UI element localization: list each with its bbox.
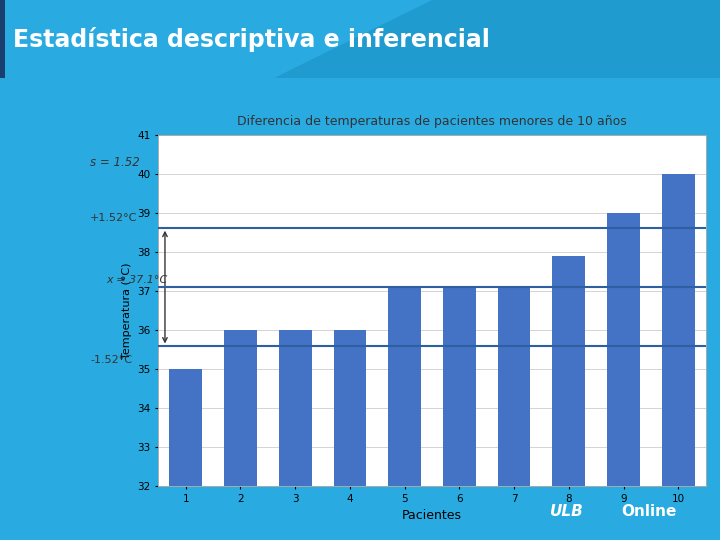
- Bar: [552, 256, 585, 540]
- X-axis label: Pacientes: Pacientes: [402, 509, 462, 522]
- Bar: [498, 287, 531, 540]
- Bar: [388, 287, 421, 540]
- Bar: [224, 330, 257, 540]
- Text: Estadística descriptiva e inferencial: Estadística descriptiva e inferencial: [13, 26, 490, 52]
- Text: +1.52°C: +1.52°C: [90, 213, 138, 224]
- Text: -1.52°C: -1.52°C: [90, 355, 132, 365]
- Bar: [333, 330, 366, 540]
- Bar: [443, 287, 476, 540]
- Title: Diferencia de temperaturas de pacientes menores de 10 años: Diferencia de temperaturas de pacientes …: [237, 115, 627, 129]
- Bar: [169, 369, 202, 540]
- Bar: [279, 330, 312, 540]
- Bar: [607, 213, 640, 540]
- Text: s = 1.52: s = 1.52: [90, 156, 140, 169]
- Y-axis label: Temperatura (°C): Temperatura (°C): [122, 262, 132, 359]
- Text: Online: Online: [621, 504, 676, 519]
- Bar: [662, 174, 695, 540]
- Bar: [0, 0, 5, 78]
- Text: x = 37.1°C: x = 37.1°C: [107, 275, 168, 285]
- Polygon shape: [274, 0, 720, 78]
- Text: ULB: ULB: [550, 504, 584, 519]
